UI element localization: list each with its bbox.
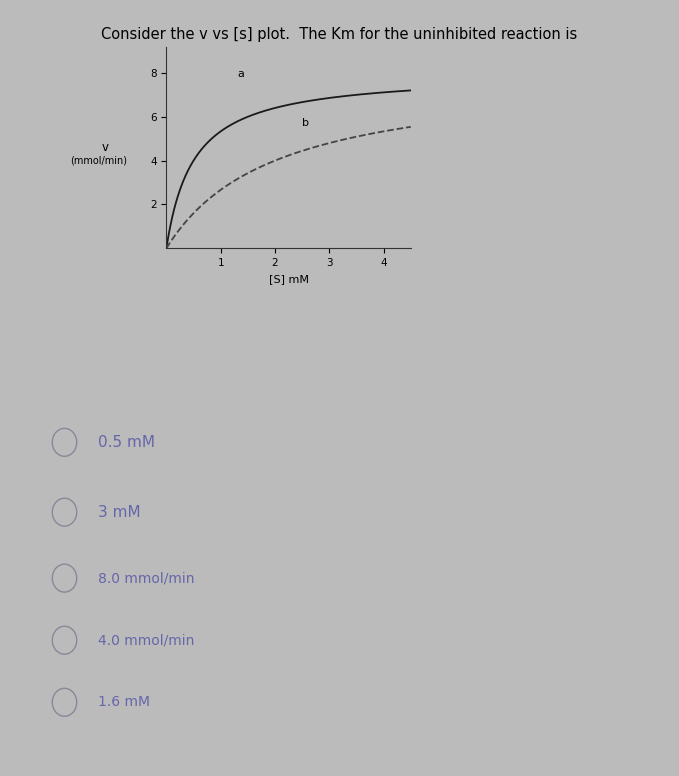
Text: Consider the v vs [s] plot.  The Km for the uninhibited reaction is: Consider the v vs [s] plot. The Km for t… [101,27,578,42]
Text: 1.6 mM: 1.6 mM [98,695,151,709]
Text: 4.0 mmol/min: 4.0 mmol/min [98,633,195,647]
Text: (mmol/min): (mmol/min) [70,156,127,165]
Text: a: a [237,69,244,79]
Text: 0.5 mM: 0.5 mM [98,435,155,450]
Text: 3 mM: 3 mM [98,504,141,520]
Text: b: b [302,117,309,127]
Text: v: v [102,141,109,154]
X-axis label: [S] mM: [S] mM [269,274,308,283]
Text: 8.0 mmol/min: 8.0 mmol/min [98,571,195,585]
